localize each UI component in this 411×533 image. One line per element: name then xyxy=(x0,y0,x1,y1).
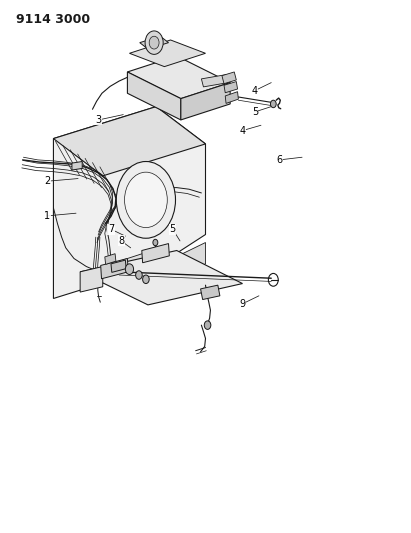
Polygon shape xyxy=(101,259,128,279)
Text: 8: 8 xyxy=(118,236,124,246)
Text: 9: 9 xyxy=(240,299,245,309)
Polygon shape xyxy=(222,72,236,84)
Polygon shape xyxy=(224,82,238,93)
Polygon shape xyxy=(80,266,103,292)
Polygon shape xyxy=(140,36,169,49)
Polygon shape xyxy=(225,92,238,103)
Polygon shape xyxy=(111,260,126,272)
Circle shape xyxy=(125,172,167,228)
Polygon shape xyxy=(142,244,169,263)
Polygon shape xyxy=(72,161,82,170)
Polygon shape xyxy=(80,251,242,305)
Circle shape xyxy=(153,239,158,246)
Circle shape xyxy=(145,31,163,54)
Polygon shape xyxy=(127,72,181,120)
Circle shape xyxy=(116,161,175,238)
Circle shape xyxy=(125,264,134,274)
Text: 4: 4 xyxy=(240,126,245,135)
Text: 5: 5 xyxy=(252,107,258,117)
Text: 1: 1 xyxy=(44,211,50,221)
Text: 5: 5 xyxy=(169,224,176,234)
Text: 3: 3 xyxy=(96,115,102,125)
Circle shape xyxy=(270,100,276,108)
Polygon shape xyxy=(181,83,230,120)
Circle shape xyxy=(136,271,142,279)
Text: 2: 2 xyxy=(44,176,51,186)
Polygon shape xyxy=(111,251,152,282)
Polygon shape xyxy=(127,56,230,99)
Circle shape xyxy=(204,321,211,329)
Text: 6: 6 xyxy=(277,155,282,165)
Polygon shape xyxy=(53,107,206,298)
Polygon shape xyxy=(201,75,228,87)
Polygon shape xyxy=(148,261,181,293)
Circle shape xyxy=(143,275,149,284)
Text: 7: 7 xyxy=(108,224,114,234)
Text: 9114 3000: 9114 3000 xyxy=(16,13,90,26)
Polygon shape xyxy=(129,40,206,67)
Polygon shape xyxy=(156,243,206,288)
Circle shape xyxy=(149,36,159,49)
Polygon shape xyxy=(105,254,116,264)
Polygon shape xyxy=(53,107,206,176)
Polygon shape xyxy=(201,285,220,300)
Text: 4: 4 xyxy=(252,86,258,95)
